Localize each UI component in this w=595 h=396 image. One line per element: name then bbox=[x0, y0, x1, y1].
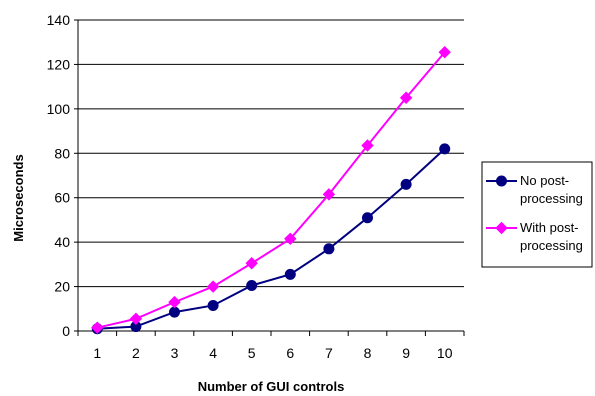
data-point bbox=[400, 178, 412, 190]
data-point bbox=[399, 91, 413, 104]
y-tick-label: 80 bbox=[54, 145, 70, 161]
data-point bbox=[245, 257, 258, 270]
x-tick-label: 4 bbox=[209, 345, 217, 361]
x-tick-label: 1 bbox=[93, 345, 101, 361]
x-tick-label: 3 bbox=[171, 345, 179, 361]
data-point bbox=[438, 46, 451, 59]
series-lines bbox=[91, 46, 451, 335]
gridlines bbox=[78, 19, 464, 288]
x-tick-label: 6 bbox=[286, 345, 294, 361]
y-tick-label: 0 bbox=[62, 323, 70, 339]
legend-box bbox=[481, 161, 593, 268]
x-tick-label: 8 bbox=[364, 345, 372, 361]
data-point bbox=[323, 243, 335, 255]
series-line bbox=[97, 148, 446, 330]
data-point bbox=[169, 306, 180, 318]
y-tick-label: 100 bbox=[47, 101, 71, 117]
legend-label: With post-processing bbox=[520, 220, 583, 253]
data-point bbox=[322, 188, 336, 201]
legend-item: With post-processing bbox=[486, 220, 583, 253]
data-point bbox=[361, 139, 374, 152]
y-tick-label: 60 bbox=[54, 190, 70, 206]
data-point bbox=[439, 143, 451, 155]
data-point bbox=[91, 321, 104, 334]
x-tick-label: 5 bbox=[248, 345, 256, 361]
tick-labels: 0 20 40 60 80 100 120 140 1 2 3 4 5 6 7 8 9 10 bbox=[47, 12, 453, 361]
legend-label-line: With post- bbox=[520, 220, 579, 235]
legend-marker bbox=[495, 221, 508, 235]
series-2 bbox=[91, 46, 451, 334]
x-axis-title: Number of GUI controls bbox=[198, 379, 345, 394]
data-point bbox=[284, 232, 297, 246]
legend-label: No post-processing bbox=[520, 173, 583, 206]
legend-label-line: processing bbox=[520, 238, 583, 253]
x-tick-label: 2 bbox=[132, 345, 140, 361]
y-tick-label: 120 bbox=[47, 56, 71, 72]
data-point bbox=[207, 299, 219, 311]
data-point bbox=[168, 295, 181, 309]
x-tick-label: 9 bbox=[402, 345, 410, 361]
data-point bbox=[129, 312, 143, 325]
legend-item: No post-processing bbox=[486, 173, 583, 206]
series-line bbox=[97, 51, 446, 329]
data-point bbox=[246, 279, 258, 291]
x-tick-label: 10 bbox=[437, 345, 453, 361]
legend-label-line: No post- bbox=[520, 173, 569, 188]
legend-label-line: processing bbox=[520, 191, 583, 206]
series-1 bbox=[91, 143, 451, 335]
axes bbox=[74, 19, 465, 336]
legend-marker bbox=[496, 175, 507, 187]
x-tick-label: 7 bbox=[325, 345, 333, 361]
data-point bbox=[362, 212, 373, 224]
y-axis-title: Microseconds bbox=[11, 154, 26, 241]
y-tick-label: 40 bbox=[54, 234, 70, 250]
y-tick-label: 140 bbox=[47, 12, 71, 28]
y-tick-label: 20 bbox=[54, 279, 70, 295]
data-point bbox=[206, 280, 220, 293]
data-point bbox=[284, 268, 296, 280]
